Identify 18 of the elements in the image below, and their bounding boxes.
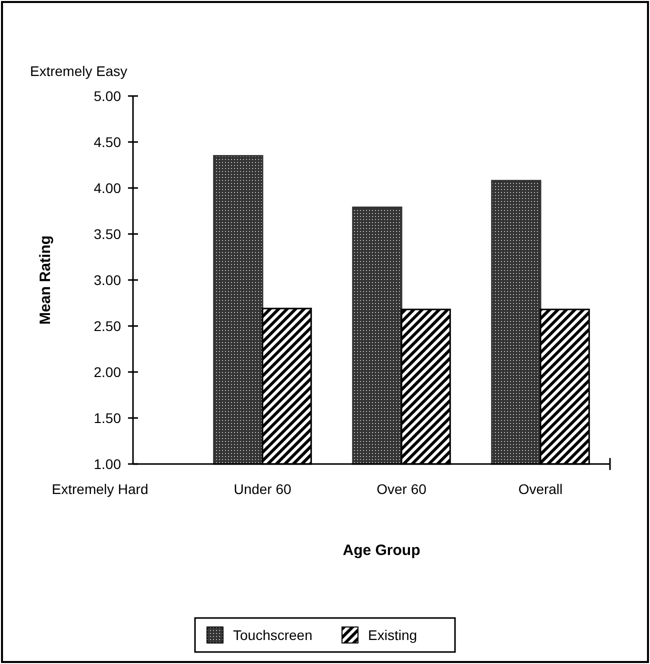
x-tick-label: Over 60 <box>376 481 427 497</box>
y-tick-label: 2.00 <box>94 364 122 380</box>
legend-label: Touchscreen <box>233 626 312 643</box>
x-tick-label: Under 60 <box>234 481 292 497</box>
y-tick-label: 1.00 <box>94 456 122 472</box>
legend-label: Existing <box>368 626 418 643</box>
x-tick-label: Overall <box>518 481 563 497</box>
y-tick-label: 4.00 <box>94 180 122 196</box>
y-tick-label: 4.50 <box>94 134 122 150</box>
y-tick-label: 3.00 <box>94 272 122 288</box>
y-tick-label: 5.00 <box>94 88 122 104</box>
y-axis-title: Mean Rating <box>37 235 54 325</box>
y-tick-label: 3.50 <box>94 226 122 242</box>
y-tick-label: 2.50 <box>94 318 122 334</box>
y-tick-label: 1.50 <box>94 410 122 426</box>
x-axis-title: Age Group <box>342 542 420 559</box>
text: Extremely Hard <box>52 481 148 497</box>
text: Extremely Easy <box>30 63 128 79</box>
